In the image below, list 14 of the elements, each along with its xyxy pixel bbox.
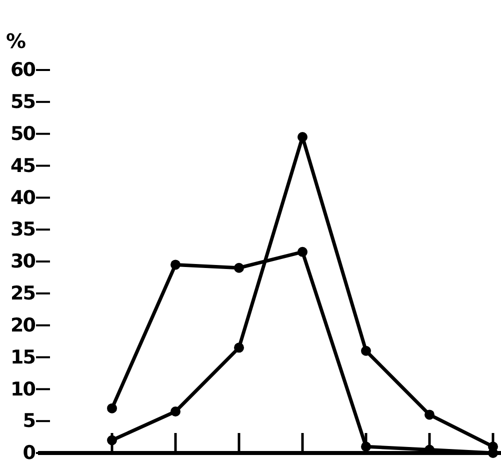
y-tick-label: 35: [10, 218, 35, 241]
y-tick-label: 0: [22, 442, 36, 464]
y-tick-label: 55: [10, 90, 35, 113]
y-tick-label: 20: [10, 314, 36, 336]
y-tick-label: 40: [10, 186, 36, 209]
y-tick-label: 45: [10, 154, 35, 177]
y-tick-label: 25: [10, 282, 35, 304]
y-tick-label: 60: [10, 59, 36, 82]
y-tick-label: 10: [10, 378, 36, 400]
y-tick-label: 15: [10, 346, 35, 368]
y-tick-label: 30: [10, 250, 36, 273]
y-tick-label: 50: [10, 122, 36, 145]
y-tick-label: 5: [22, 410, 35, 432]
y-axis-title: %: [6, 29, 26, 53]
